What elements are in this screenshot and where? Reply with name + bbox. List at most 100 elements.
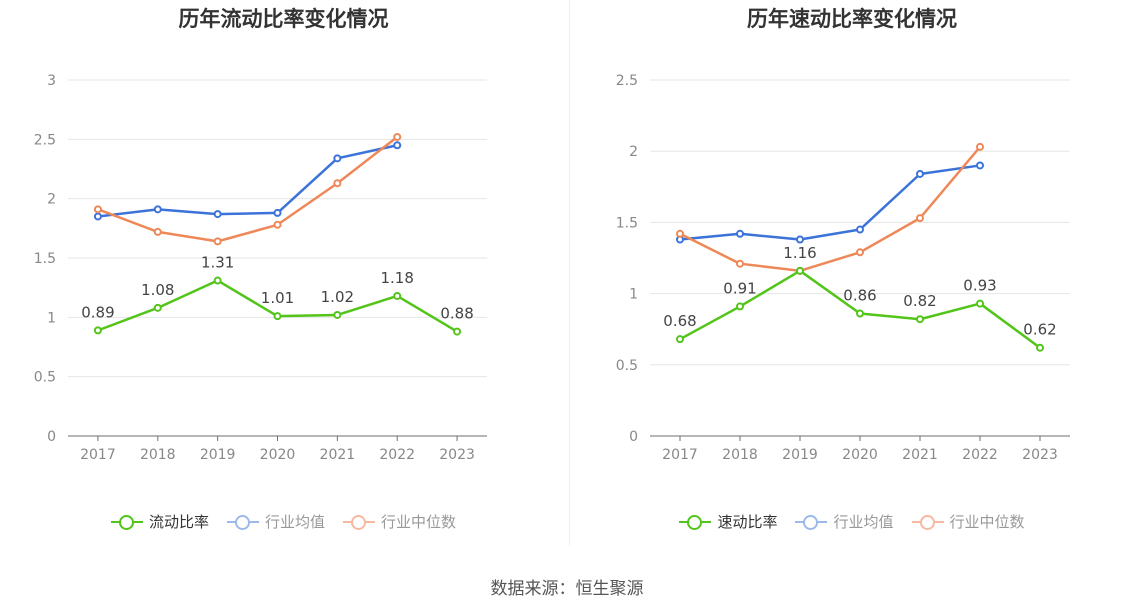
x-tick-label: 2022 bbox=[962, 447, 998, 463]
y-tick-label: 1.5 bbox=[34, 251, 56, 267]
y-tick-label: 2.5 bbox=[34, 132, 56, 148]
x-tick-label: 2021 bbox=[902, 447, 938, 463]
data-point bbox=[856, 225, 864, 234]
data-point bbox=[856, 309, 864, 318]
series-line bbox=[679, 164, 981, 241]
chart-title: 历年速动比率变化情况 bbox=[747, 7, 957, 31]
current-ratio-chart: 0 0.5 1 1.5 2 2.5 3 2017 2018 2019 2020 2021 2022 202… bbox=[34, 73, 487, 463]
y-tick-label: 2 bbox=[629, 144, 638, 160]
x-tick-label: 2021 bbox=[320, 447, 356, 463]
data-label: 0.88 bbox=[440, 305, 473, 323]
data-point bbox=[453, 327, 462, 336]
data-point bbox=[736, 229, 744, 238]
data-label: 0.68 bbox=[663, 312, 696, 330]
data-point bbox=[273, 208, 282, 217]
y-tick-label: 0 bbox=[47, 429, 56, 445]
x-tick-label: 2017 bbox=[662, 447, 698, 463]
legend-label: 行业中位数 bbox=[949, 513, 1025, 531]
legend-label: 行业均值 bbox=[264, 513, 325, 531]
data-label: 1.16 bbox=[783, 244, 816, 262]
series-line bbox=[97, 144, 398, 218]
data-point bbox=[393, 291, 402, 300]
data-point bbox=[273, 312, 282, 321]
legend-swatch bbox=[795, 514, 828, 530]
data-label: 0.82 bbox=[903, 292, 936, 310]
legend-swatch bbox=[343, 514, 375, 530]
data-point bbox=[916, 315, 924, 324]
data-point bbox=[213, 276, 222, 285]
data-point bbox=[976, 142, 984, 151]
data-label: 0.62 bbox=[1023, 321, 1056, 339]
data-point bbox=[93, 212, 102, 221]
data-label: 1.02 bbox=[321, 288, 354, 306]
data-point bbox=[213, 210, 222, 219]
data-point bbox=[333, 179, 342, 188]
data-point bbox=[736, 259, 744, 268]
series-line bbox=[679, 146, 981, 273]
data-point bbox=[1036, 343, 1044, 352]
data-point bbox=[393, 141, 402, 150]
data-point bbox=[153, 205, 162, 214]
data-point bbox=[93, 205, 102, 214]
data-label: 0.93 bbox=[963, 277, 996, 295]
legend-item[interactable]: 行业中位数 bbox=[911, 511, 1025, 532]
data-label: 0.86 bbox=[843, 287, 876, 305]
x-tick-label: 2019 bbox=[782, 447, 818, 463]
y-tick-label: 1 bbox=[47, 310, 56, 326]
data-label: 1.31 bbox=[201, 254, 234, 272]
x-tick-label: 2018 bbox=[140, 447, 176, 463]
data-point bbox=[976, 161, 984, 170]
data-point bbox=[976, 299, 984, 308]
y-tick-label: 2 bbox=[47, 192, 56, 208]
data-label: 1.01 bbox=[261, 289, 294, 307]
legend-swatch bbox=[226, 514, 259, 530]
panel-divider bbox=[569, 0, 570, 545]
data-point bbox=[393, 132, 402, 141]
data-point bbox=[333, 310, 342, 319]
y-tick-label: 1.5 bbox=[616, 215, 638, 231]
data-label: 0.91 bbox=[723, 279, 756, 297]
data-point bbox=[916, 169, 924, 178]
y-tick-label: 2.5 bbox=[616, 73, 638, 89]
data-point bbox=[796, 266, 804, 275]
legend-label: 速动比率 bbox=[717, 513, 778, 531]
legend-label: 行业均值 bbox=[833, 513, 894, 531]
data-point bbox=[153, 227, 162, 236]
y-tick-label: 1 bbox=[629, 287, 638, 303]
quick-ratio-panel: 历年速动比率变化情况 0 0.5 1 1.5 2 2.5 2017 2018 2019 2020 2… bbox=[570, 0, 1134, 545]
data-point bbox=[333, 154, 342, 163]
data-point bbox=[273, 220, 282, 229]
data-point bbox=[676, 335, 684, 344]
legend-swatch bbox=[911, 514, 944, 530]
series-line bbox=[97, 135, 398, 243]
y-tick-label: 3 bbox=[47, 73, 56, 89]
data-point bbox=[93, 326, 102, 335]
data-source-note: 数据来源：恒生聚源 bbox=[490, 579, 644, 599]
x-tick-label: 2023 bbox=[1022, 447, 1058, 463]
x-tick-label: 2022 bbox=[379, 447, 415, 463]
data-point bbox=[796, 235, 804, 244]
chart-legend: 速动比率 行业均值 行业中位数 bbox=[570, 511, 1134, 532]
quick-ratio-chart: 0 0.5 1 1.5 2 2.5 2017 2018 2019 2020 2021 2022 2023… bbox=[616, 73, 1070, 463]
legend-item[interactable]: 流动比率 bbox=[110, 511, 209, 532]
chart-legend: 流动比率 行业均值 行业中位数 bbox=[0, 511, 567, 532]
x-tick-label: 2020 bbox=[842, 447, 878, 463]
data-label: 0.89 bbox=[81, 303, 114, 321]
x-tick-label: 2019 bbox=[200, 447, 236, 463]
legend-item[interactable]: 行业中位数 bbox=[343, 511, 456, 532]
data-label: 1.18 bbox=[381, 269, 414, 287]
x-tick-label: 2018 bbox=[722, 447, 758, 463]
chart-title: 历年流动比率变化情况 bbox=[178, 7, 389, 31]
legend-item[interactable]: 行业均值 bbox=[226, 511, 325, 532]
data-point bbox=[153, 303, 162, 312]
data-point bbox=[736, 302, 744, 311]
y-tick-label: 0 bbox=[629, 429, 638, 445]
y-tick-label: 0.5 bbox=[616, 358, 638, 374]
legend-item[interactable]: 速动比率 bbox=[679, 511, 777, 532]
y-tick-label: 0.5 bbox=[34, 370, 56, 386]
legend-swatch bbox=[110, 514, 143, 530]
data-point bbox=[916, 214, 924, 223]
current-ratio-panel: 历年流动比率变化情况 0 0.5 1 1.5 2 2.5 3 2017 2018 2019 2020… bbox=[0, 0, 567, 545]
legend-item[interactable]: 行业均值 bbox=[795, 511, 894, 532]
data-point bbox=[213, 237, 222, 246]
